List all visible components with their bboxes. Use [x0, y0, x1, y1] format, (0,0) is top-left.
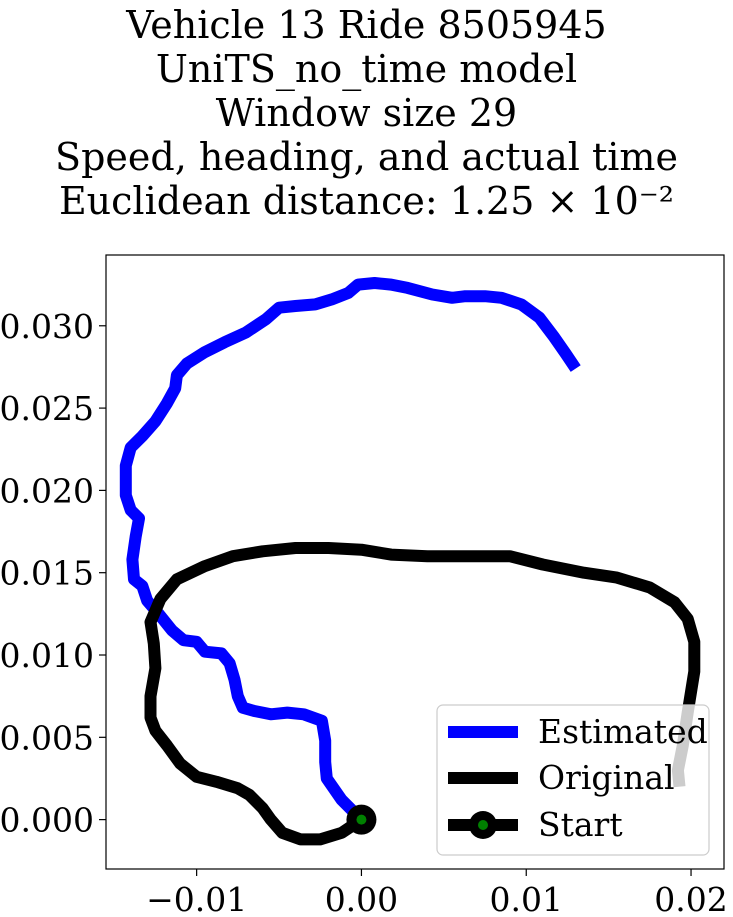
y-tick-label: 0.020 — [0, 471, 94, 510]
y-tick-label: 0.015 — [0, 554, 94, 593]
y-axis: 0.000 0.005 0.010 0.015 0.020 0.025 0.030 — [0, 307, 106, 840]
marker-layer — [346, 804, 377, 835]
series-line-estimated — [119, 277, 581, 824]
plot-frame — [105, 254, 725, 870]
legend-start-label: Start — [538, 805, 623, 844]
title-line-3: Window size 29 — [215, 91, 518, 135]
legend-original-label: Original — [538, 758, 675, 797]
y-tick-label: 0.005 — [0, 718, 94, 757]
y-tick-label: 0.030 — [0, 307, 94, 346]
start-marker-center — [356, 814, 367, 825]
chart-title: Vehicle 13 Ride 8505945 UniTS_no_time mo… — [0, 0, 733, 223]
title-line-1: Vehicle 13 Ride 8505945 — [126, 3, 607, 47]
y-tick-label: 0.000 — [0, 801, 94, 840]
title-line-4: Speed, heading, and actual time — [55, 135, 678, 179]
x-tick-label: 0.02 — [654, 880, 727, 917]
title-line-5: Euclidean distance: 1.25 × 10⁻² — [58, 179, 675, 223]
series-layer — [119, 277, 701, 846]
x-axis: −0.01 0.00 0.01 0.02 — [146, 869, 728, 917]
series-line-original — [144, 542, 701, 846]
title-line-2: UniTS_no_time model — [155, 47, 578, 91]
y-tick-label: 0.010 — [0, 636, 94, 675]
x-tick-label: 0.00 — [325, 880, 398, 917]
legend: Estimated Original Start — [436, 704, 710, 856]
legend-start-marker-center — [478, 820, 488, 830]
legend-estimated-label: Estimated — [538, 712, 708, 751]
y-tick-label: 0.025 — [0, 389, 94, 428]
legend-box — [436, 704, 710, 856]
x-tick-label: −0.01 — [146, 880, 247, 917]
x-tick-label: 0.01 — [489, 880, 562, 917]
